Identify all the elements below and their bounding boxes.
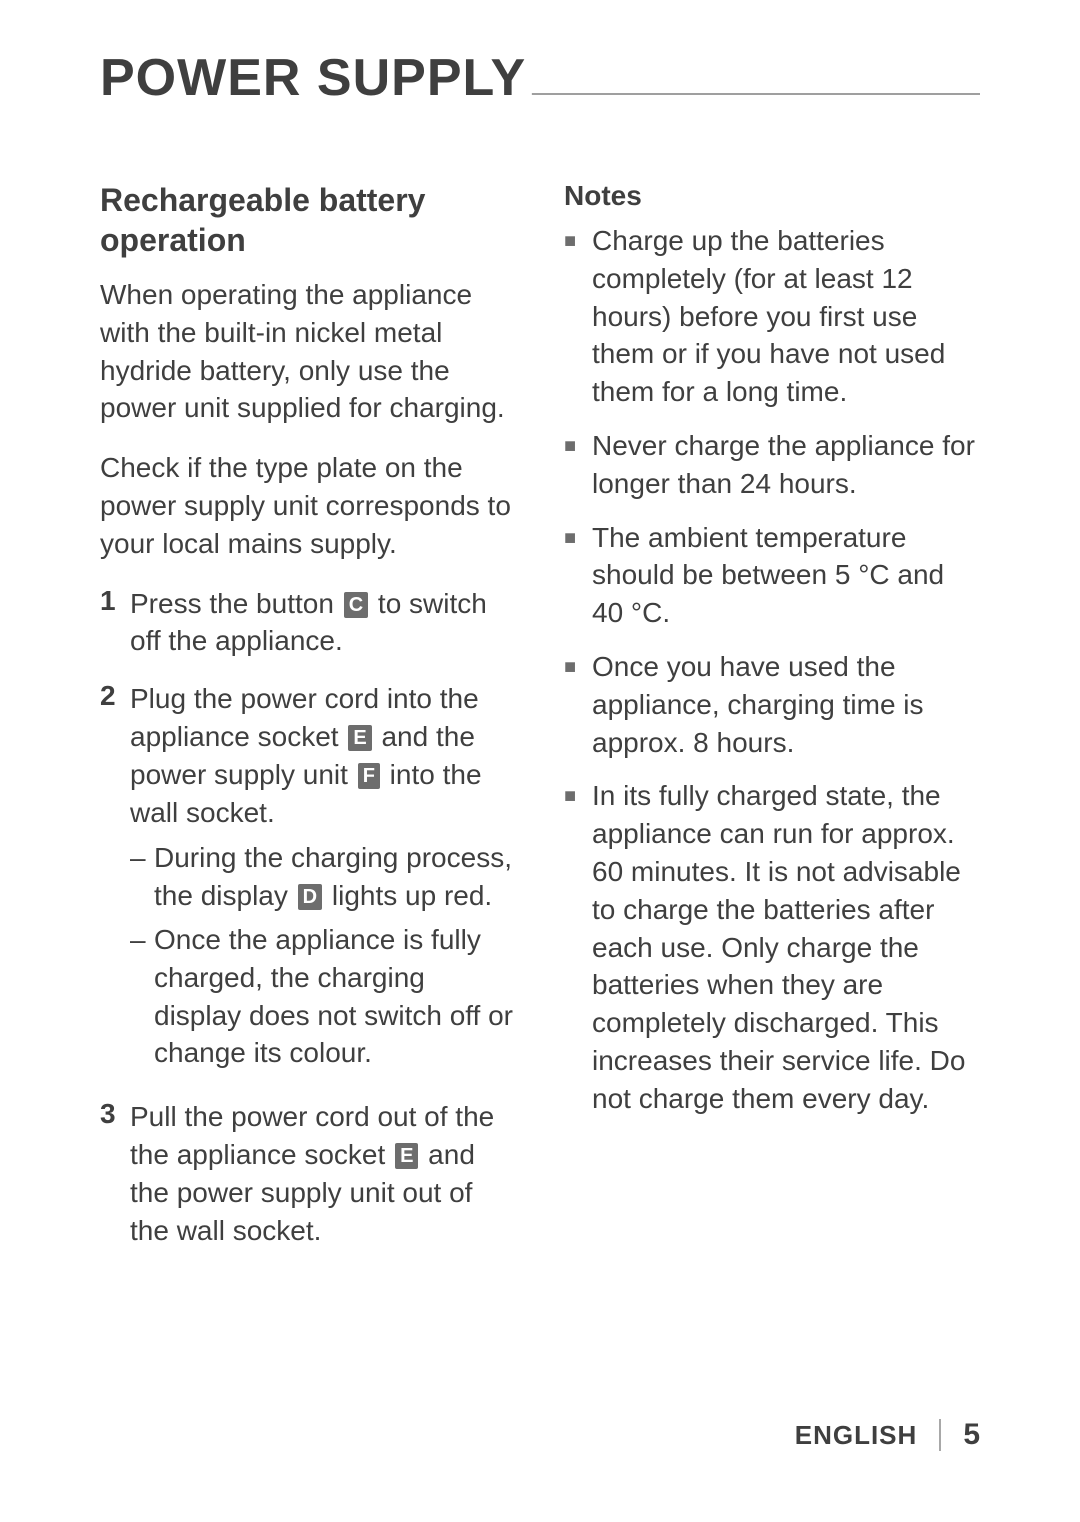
step-subitem: –During the charging process, the displa… (130, 839, 516, 915)
note-body: The ambient temperature should be betwee… (592, 519, 980, 632)
note-item: ■Charge up the batteries completely (for… (564, 222, 980, 411)
footer-page-number: 5 (963, 1418, 980, 1452)
section-heading: Rechargeable battery operation (100, 180, 516, 260)
page-title: POWER SUPPLY (100, 48, 526, 108)
reference-label-f: F (358, 763, 380, 789)
notes-list: ■Charge up the batteries completely (for… (564, 222, 980, 1118)
step-body: Pull the power cord out of the the appli… (130, 1098, 516, 1249)
note-body: Once you have used the appliance, chargi… (592, 648, 980, 761)
page-title-row: POWER SUPPLY ___________________________… (100, 48, 980, 108)
reference-label-e: E (395, 1143, 418, 1169)
intro-paragraph-2: Check if the type plate on the power sup… (100, 449, 516, 562)
note-item: ■Never charge the appliance for longer t… (564, 427, 980, 503)
reference-label-e: E (348, 725, 371, 751)
step-number: 3 (100, 1098, 130, 1249)
reference-label-c: C (344, 592, 368, 618)
step-body: Plug the power cord into the appliance s… (130, 680, 516, 1078)
right-column: Notes ■Charge up the batteries completel… (564, 180, 980, 1269)
step-item: 2Plug the power cord into the appliance … (100, 680, 516, 1078)
step-item: 1Press the button C to switch off the ap… (100, 585, 516, 661)
title-rule: ______________________________________ (526, 66, 980, 98)
square-bullet-icon: ■ (564, 427, 592, 503)
square-bullet-icon: ■ (564, 519, 592, 632)
step-number: 1 (100, 585, 130, 661)
square-bullet-icon: ■ (564, 648, 592, 761)
note-item: ■Once you have used the appliance, charg… (564, 648, 980, 761)
square-bullet-icon: ■ (564, 222, 592, 411)
left-column: Rechargeable battery operation When oper… (100, 180, 516, 1269)
step-body: Press the button C to switch off the app… (130, 585, 516, 661)
square-bullet-icon: ■ (564, 777, 592, 1117)
content-columns: Rechargeable battery operation When oper… (100, 180, 980, 1269)
note-body: Charge up the batteries completely (for … (592, 222, 980, 411)
footer-language: ENGLISH (795, 1420, 918, 1451)
dash-marker: – (130, 839, 154, 915)
numbered-steps: 1Press the button C to switch off the ap… (100, 585, 516, 1250)
step-item: 3Pull the power cord out of the the appl… (100, 1098, 516, 1249)
note-item: ■In its fully charged state, the applian… (564, 777, 980, 1117)
reference-label-d: D (298, 884, 322, 910)
step-number: 2 (100, 680, 130, 1078)
step-subitem-body: During the charging process, the display… (154, 839, 516, 915)
step-sublist: –During the charging process, the displa… (130, 839, 516, 1072)
notes-heading: Notes (564, 180, 980, 212)
step-subitem-body: Once the appliance is fully charged, the… (154, 921, 516, 1072)
note-body: In its fully charged state, the applianc… (592, 777, 980, 1117)
page-footer: ENGLISH 5 (795, 1418, 980, 1452)
note-body: Never charge the appliance for longer th… (592, 427, 980, 503)
dash-marker: – (130, 921, 154, 1072)
footer-divider (939, 1419, 941, 1451)
step-subitem: –Once the appliance is fully charged, th… (130, 921, 516, 1072)
note-item: ■The ambient temperature should be betwe… (564, 519, 980, 632)
intro-paragraph-1: When operating the appliance with the bu… (100, 276, 516, 427)
